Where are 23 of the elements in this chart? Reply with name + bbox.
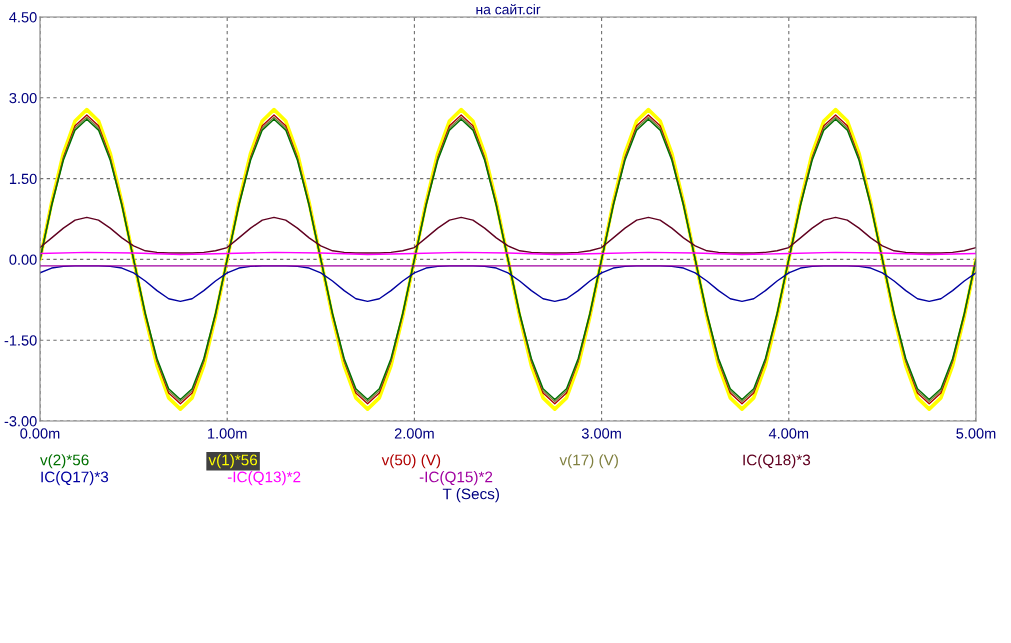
text: IC(Q17)*3 bbox=[41, 471, 109, 486]
x-tick-label: 1.00m bbox=[208, 428, 247, 439]
text: v(1)*56 bbox=[208, 454, 258, 469]
line-series bbox=[40, 216, 976, 254]
x-tick-label: 3.00m bbox=[581, 428, 621, 439]
text: v(2)*56 bbox=[40, 454, 89, 469]
y-tick-label: -3.00 bbox=[4, 416, 37, 427]
text: IC(Q18)*3 bbox=[743, 454, 811, 469]
chart-title: на сайт.cir bbox=[476, 3, 541, 15]
text: -IC(Q13)*2 bbox=[227, 471, 301, 486]
text: v(50) (V) bbox=[381, 454, 441, 469]
x-tick-label: 5.00m bbox=[956, 428, 996, 439]
text: -IC(Q15)*2 bbox=[419, 471, 493, 486]
y-tick-label: 0.00 bbox=[9, 254, 37, 265]
y-tick-label: -1.50 bbox=[4, 335, 37, 346]
x-tick-label: 4.00m bbox=[768, 428, 809, 439]
y-tick-label: 1.50 bbox=[9, 173, 37, 185]
y-tick-label: 4.50 bbox=[9, 12, 37, 23]
x-tick-label: 2.00m bbox=[394, 428, 434, 439]
text: v(17) (V) bbox=[559, 454, 618, 469]
y-tick-label: 3.00 bbox=[9, 92, 37, 104]
x-axis-title: T (Secs) bbox=[442, 488, 499, 503]
x-tick-label: 0.00m bbox=[20, 428, 60, 439]
